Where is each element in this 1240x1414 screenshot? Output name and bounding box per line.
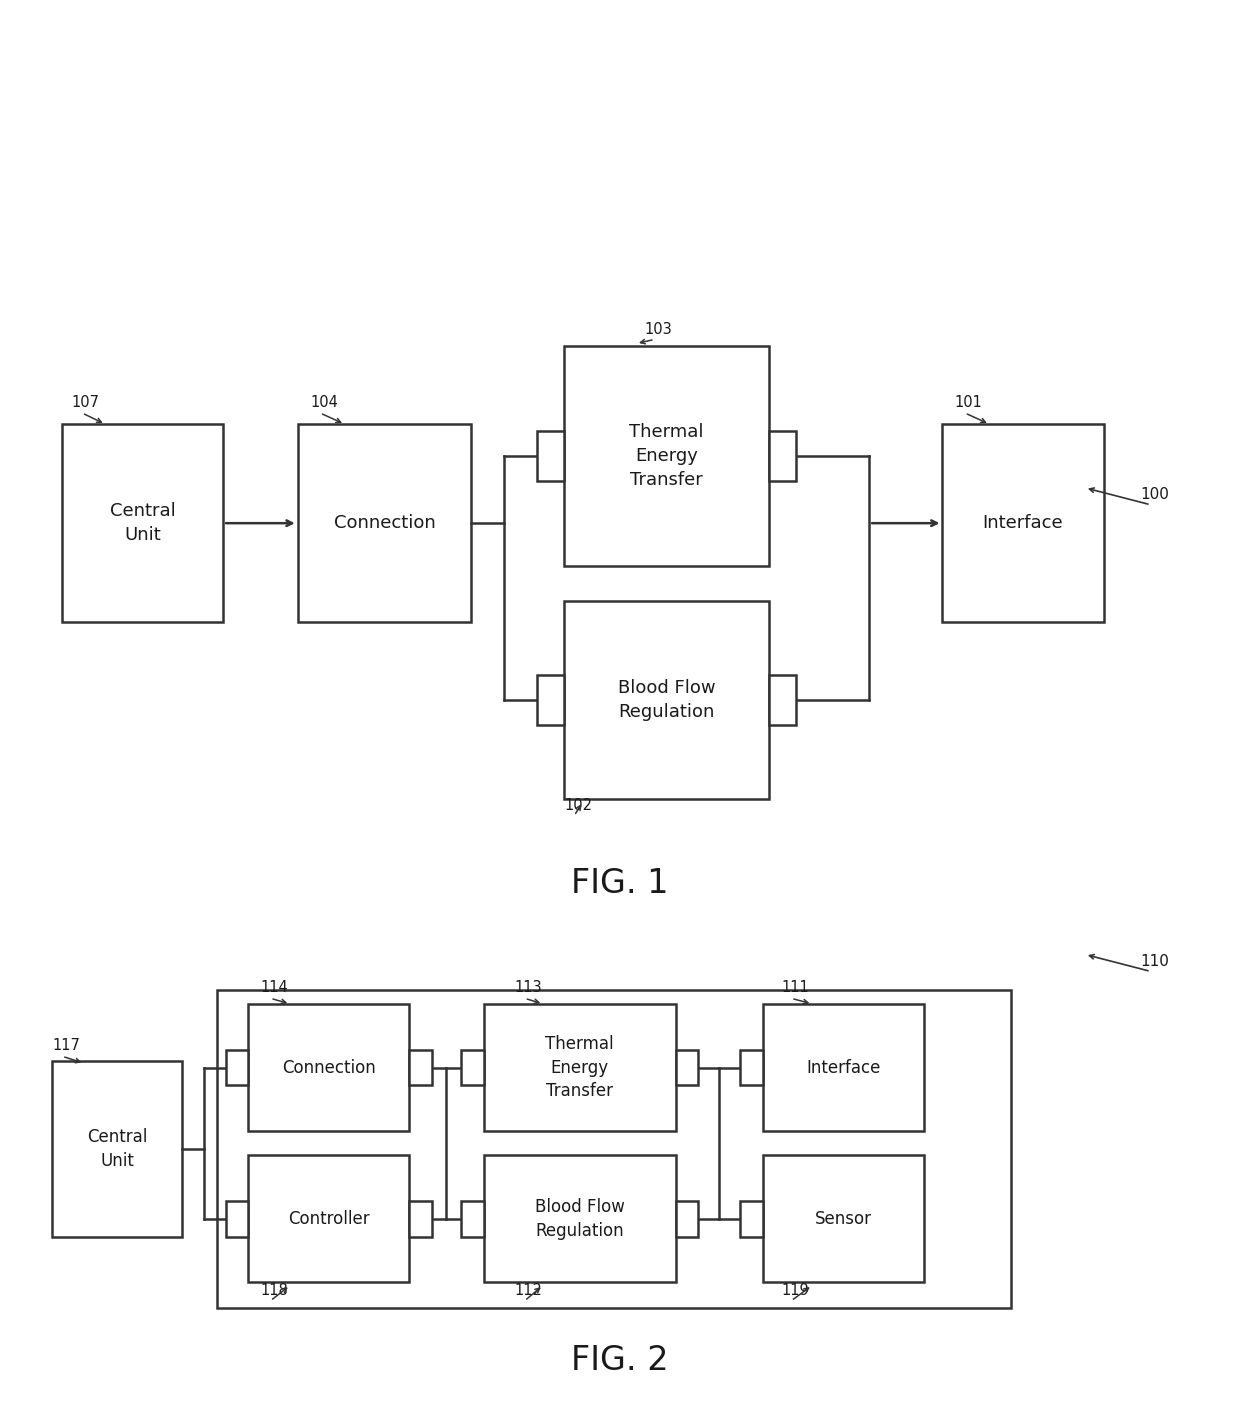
Text: 118: 118 bbox=[260, 1282, 288, 1298]
Text: 107: 107 bbox=[72, 395, 100, 410]
Text: 103: 103 bbox=[645, 321, 672, 337]
Bar bbox=[740, 1202, 763, 1236]
Text: Connection: Connection bbox=[281, 1059, 376, 1076]
Bar bbox=[564, 346, 769, 566]
Text: 112: 112 bbox=[515, 1282, 542, 1298]
Text: Blood Flow
Regulation: Blood Flow Regulation bbox=[534, 1198, 625, 1240]
Text: Interface: Interface bbox=[806, 1059, 880, 1076]
Text: 100: 100 bbox=[1141, 486, 1169, 502]
Text: FIG. 2: FIG. 2 bbox=[572, 1343, 668, 1377]
Bar bbox=[769, 676, 796, 724]
Text: FIG. 1: FIG. 1 bbox=[572, 867, 668, 901]
Bar bbox=[226, 1049, 248, 1086]
Text: 110: 110 bbox=[1141, 953, 1169, 969]
Text: Interface: Interface bbox=[982, 515, 1064, 532]
Bar bbox=[942, 424, 1104, 622]
Text: Thermal
Energy
Transfer: Thermal Energy Transfer bbox=[629, 423, 704, 489]
Bar bbox=[763, 1004, 924, 1131]
Bar bbox=[409, 1049, 432, 1086]
Bar bbox=[484, 1155, 676, 1282]
Bar bbox=[484, 1004, 676, 1131]
Bar bbox=[740, 1049, 763, 1086]
Bar bbox=[217, 990, 1011, 1308]
Bar bbox=[461, 1202, 484, 1236]
Text: 114: 114 bbox=[260, 980, 288, 995]
Bar bbox=[676, 1202, 698, 1236]
Text: Controller: Controller bbox=[288, 1210, 370, 1227]
Bar bbox=[248, 1155, 409, 1282]
Text: 104: 104 bbox=[310, 395, 337, 410]
Text: Connection: Connection bbox=[334, 515, 435, 532]
Bar bbox=[763, 1155, 924, 1282]
Bar bbox=[537, 676, 564, 724]
Text: Central
Unit: Central Unit bbox=[87, 1128, 148, 1169]
Text: 113: 113 bbox=[515, 980, 542, 995]
Bar bbox=[676, 1049, 698, 1086]
Text: 117: 117 bbox=[52, 1038, 79, 1053]
Text: Sensor: Sensor bbox=[815, 1210, 872, 1227]
Bar bbox=[298, 424, 471, 622]
Text: Thermal
Energy
Transfer: Thermal Energy Transfer bbox=[546, 1035, 614, 1100]
Text: 119: 119 bbox=[781, 1282, 808, 1298]
Bar bbox=[564, 601, 769, 799]
Bar bbox=[409, 1202, 432, 1236]
Text: Blood Flow
Regulation: Blood Flow Regulation bbox=[618, 679, 715, 721]
Bar bbox=[248, 1004, 409, 1131]
Bar bbox=[769, 431, 796, 481]
Bar bbox=[461, 1049, 484, 1086]
Text: 111: 111 bbox=[781, 980, 808, 995]
Text: Central
Unit: Central Unit bbox=[109, 502, 176, 544]
Bar bbox=[62, 424, 223, 622]
Bar bbox=[226, 1202, 248, 1236]
Text: 101: 101 bbox=[955, 395, 982, 410]
Bar bbox=[537, 431, 564, 481]
Text: 102: 102 bbox=[564, 797, 593, 813]
Bar bbox=[52, 1060, 182, 1237]
